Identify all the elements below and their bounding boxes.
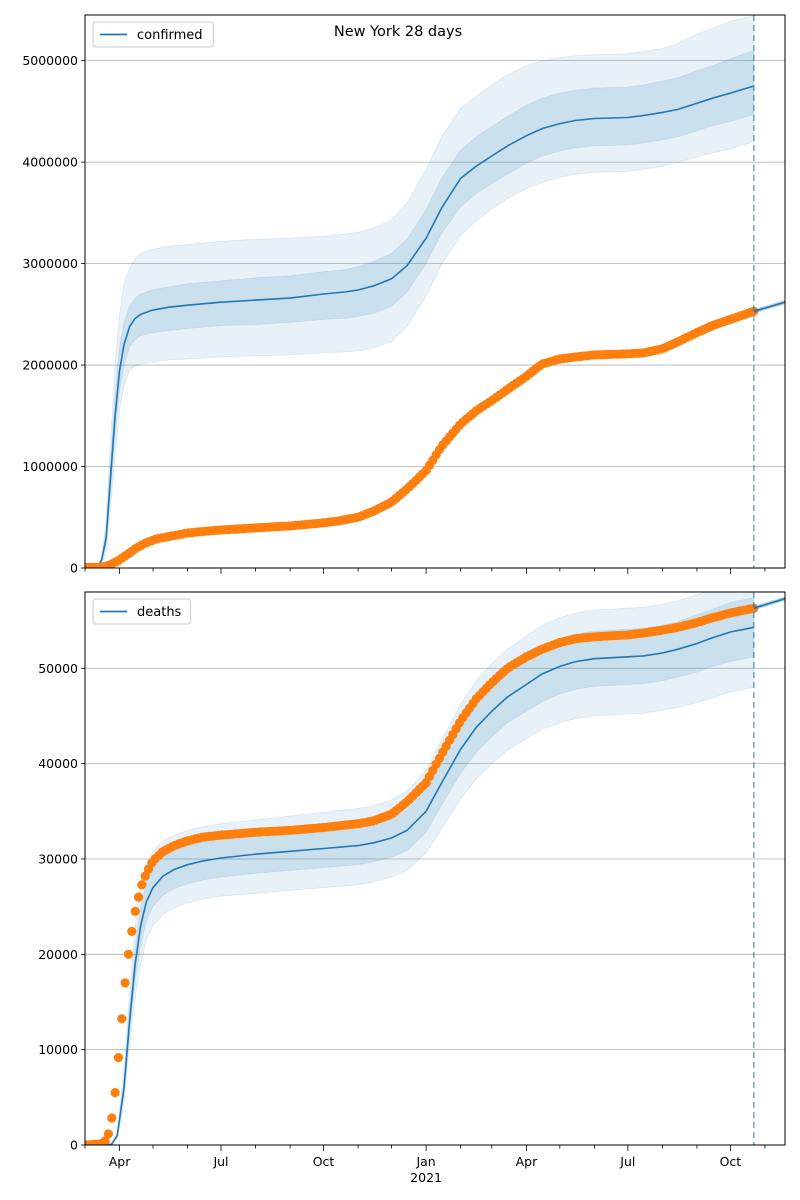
observed-point xyxy=(120,978,130,988)
observed-point xyxy=(100,1136,110,1145)
observed-point xyxy=(133,892,144,902)
legend-box xyxy=(92,598,192,625)
observed-point xyxy=(123,949,134,959)
x-tick-label: Jul xyxy=(212,1154,228,1169)
x-tick-label: Jul xyxy=(619,1154,635,1169)
x-tick-label: Jan xyxy=(415,1154,435,1169)
observed-point xyxy=(103,1129,113,1139)
observed-point xyxy=(117,1014,127,1024)
y-tick-label: 3000000 xyxy=(22,256,78,271)
legend-label: confirmed xyxy=(137,28,203,43)
observed-point xyxy=(130,906,140,917)
y-tick-label: 50000 xyxy=(38,661,78,676)
series-line-deaths xyxy=(85,626,754,1145)
x-tick-label: Apr xyxy=(516,1154,538,1169)
axes-frame xyxy=(84,591,786,1146)
series-line-confirmed xyxy=(85,85,755,568)
x-tick-label: Apr xyxy=(109,1154,131,1169)
plot-area xyxy=(85,15,785,568)
y-tick-label: 4000000 xyxy=(22,155,78,170)
observed-point xyxy=(110,1088,120,1098)
x-year-label: 2021 xyxy=(410,1170,442,1185)
y-tick-label: 20000 xyxy=(38,947,78,962)
confirmed-panel: 0 1000000 2000000 3000000 4000000 5000000 conf… xyxy=(22,14,786,576)
plot-area xyxy=(85,592,785,1145)
observed-point xyxy=(107,1113,117,1123)
y-tick-label: 0 xyxy=(70,1138,78,1153)
forecast-line xyxy=(753,597,785,609)
y-tick-label: 0 xyxy=(70,561,78,576)
axes-frame xyxy=(84,14,786,569)
forecast-line xyxy=(753,301,785,313)
x-tick-label: Oct xyxy=(313,1154,335,1169)
y-tick-label: 5000000 xyxy=(22,53,78,68)
y-tick-label: 30000 xyxy=(38,851,78,866)
legend-box xyxy=(92,21,214,48)
y-tick-label: 2000000 xyxy=(22,358,78,373)
legend-label: deaths xyxy=(137,605,182,620)
observed-point xyxy=(137,880,147,890)
band-50 xyxy=(85,49,755,568)
observed-point xyxy=(127,926,137,937)
observed-point xyxy=(140,871,150,881)
y-tick-label: 40000 xyxy=(38,756,78,771)
y-tick-label: 1000000 xyxy=(22,459,78,474)
x-tick-label: Oct xyxy=(720,1154,742,1169)
y-tick-label: 10000 xyxy=(38,1042,78,1057)
figure-title: New York 28 days xyxy=(334,24,462,40)
observed-point xyxy=(113,1053,123,1063)
deaths-panel: 0 10000 20000 30000 40000 50000 Apr Jul Oct Jan Ap… xyxy=(38,591,786,1185)
